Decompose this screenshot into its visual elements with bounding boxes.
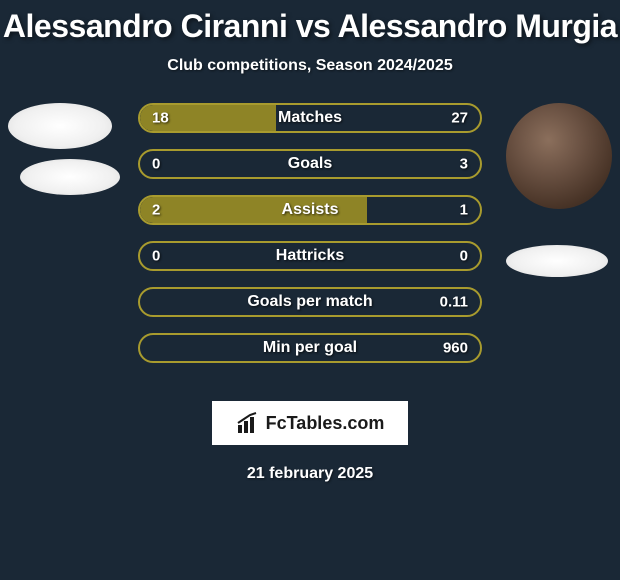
stat-value-right: 1	[460, 202, 468, 219]
stat-row: 0 Goals 3	[138, 149, 482, 179]
stat-label: Assists	[282, 201, 339, 219]
brand-badge: FcTables.com	[212, 401, 409, 445]
stat-label: Goals	[288, 155, 332, 173]
stat-row: 18 Matches 27	[138, 103, 482, 133]
stat-row: 0 Hattricks 0	[138, 241, 482, 271]
stat-row: Min per goal 960	[138, 333, 482, 363]
page-subtitle: Club competitions, Season 2024/2025	[0, 57, 620, 75]
stat-value-left: 0	[152, 248, 160, 265]
stat-value-left: 18	[152, 110, 169, 127]
stat-value-right: 27	[451, 110, 468, 127]
date-text: 21 february 2025	[0, 465, 620, 483]
player-right-avatar	[506, 103, 612, 277]
stat-value-right: 0	[460, 248, 468, 265]
brand-text: FcTables.com	[266, 413, 385, 434]
player-photo-icon	[506, 103, 612, 209]
avatar-placeholder-icon	[20, 159, 120, 195]
stat-row: Goals per match 0.11	[138, 287, 482, 317]
stat-value-right: 960	[443, 340, 468, 357]
stat-label: Goals per match	[247, 293, 372, 311]
stat-row: 2 Assists 1	[138, 195, 482, 225]
player-left-avatar	[8, 103, 120, 195]
stats-container: 18 Matches 27 0 Goals 3 2 Assists 1 0 Hattricks 0 Go…	[138, 103, 482, 379]
stat-value-right: 3	[460, 156, 468, 173]
avatar-placeholder-icon	[8, 103, 112, 149]
stat-value-right: 0.11	[440, 294, 468, 311]
avatar-badge-icon	[506, 245, 608, 277]
stat-value-left: 2	[152, 202, 160, 219]
comparison-content: 18 Matches 27 0 Goals 3 2 Assists 1 0 Hattricks 0 Go…	[0, 103, 620, 383]
stat-label: Min per goal	[263, 339, 357, 357]
stat-label: Hattricks	[276, 247, 344, 265]
page-title: Alessandro Ciranni vs Alessandro Murgia	[0, 8, 620, 45]
stat-label: Matches	[278, 109, 342, 127]
chart-icon	[236, 411, 260, 435]
stat-value-left: 0	[152, 156, 160, 173]
